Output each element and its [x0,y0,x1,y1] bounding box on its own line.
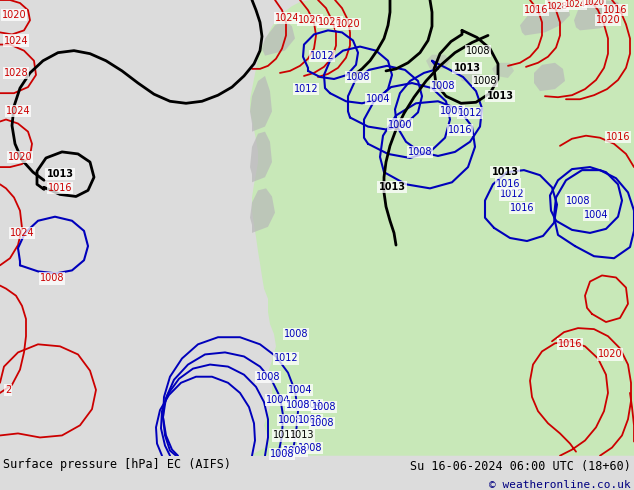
Text: 1016: 1016 [524,5,548,15]
Polygon shape [262,20,295,56]
Text: 1020: 1020 [596,15,620,25]
Text: 1008: 1008 [466,46,490,56]
Text: © weatheronline.co.uk: © weatheronline.co.uk [489,480,631,490]
Text: 1013: 1013 [491,167,519,177]
Polygon shape [574,0,622,30]
Polygon shape [458,67,480,83]
Text: 1008: 1008 [312,402,336,412]
Text: 1000: 1000 [388,120,412,129]
Text: 1004: 1004 [366,94,391,104]
Text: 1016: 1016 [448,124,472,135]
Text: 1013: 1013 [273,430,297,441]
Text: 1012: 1012 [294,84,318,94]
Text: 1008: 1008 [284,329,308,339]
Polygon shape [250,188,275,233]
Polygon shape [250,76,272,132]
Text: 1008: 1008 [430,81,455,91]
Text: 1012: 1012 [309,50,334,61]
Text: 1008: 1008 [298,415,322,425]
Text: 1012: 1012 [500,190,524,199]
Text: 1008: 1008 [566,196,590,205]
Text: 2: 2 [5,385,11,395]
Text: 1008: 1008 [286,400,310,410]
Polygon shape [250,0,634,456]
Text: 1016: 1016 [558,339,582,349]
Text: 1024: 1024 [6,106,30,117]
Text: 1008: 1008 [473,76,497,86]
Text: 1012: 1012 [274,353,299,364]
Text: 1008: 1008 [440,106,464,117]
Text: 1016: 1016 [496,179,521,189]
Text: 1004: 1004 [584,210,608,220]
Text: 1008: 1008 [40,273,64,284]
Text: Su 16-06-2024 06:00 UTC (18+60): Su 16-06-2024 06:00 UTC (18+60) [410,460,631,473]
Text: 1004: 1004 [266,395,290,405]
Text: 1008: 1008 [278,415,302,425]
Text: 1016: 1016 [510,202,534,213]
Text: Surface pressure [hPa] EC (AIFS): Surface pressure [hPa] EC (AIFS) [3,458,231,471]
Text: 1028: 1028 [4,68,29,78]
Text: 1020: 1020 [598,349,623,360]
Text: 1020: 1020 [298,15,322,25]
Text: 1008: 1008 [283,445,307,456]
Polygon shape [534,63,565,91]
Text: 1020: 1020 [318,17,342,27]
Text: 1013: 1013 [486,91,514,101]
Polygon shape [492,63,514,78]
Text: 1012: 1012 [458,108,482,119]
Polygon shape [250,132,272,182]
Text: 1004: 1004 [298,400,322,410]
Text: 1016: 1016 [48,183,72,194]
Text: 1008: 1008 [346,72,370,82]
Text: 1020: 1020 [335,19,360,29]
Text: 1008: 1008 [256,372,280,382]
Text: 1013: 1013 [290,430,314,441]
Text: 1008: 1008 [310,418,334,428]
Text: 1024: 1024 [10,228,34,238]
Text: 1004: 1004 [288,385,313,395]
Text: 1013: 1013 [378,182,406,193]
Text: 1020: 1020 [583,0,604,6]
Text: 1028: 1028 [547,1,567,11]
Text: 1016: 1016 [605,132,630,142]
Text: 1013: 1013 [453,63,481,73]
Text: 1008: 1008 [408,147,432,157]
Polygon shape [426,55,450,69]
Text: 1024: 1024 [4,35,29,46]
Text: 1008: 1008 [298,442,322,453]
Text: 1020: 1020 [2,10,27,20]
Text: 1024: 1024 [564,0,586,8]
Polygon shape [520,2,570,35]
Text: 1008: 1008 [269,449,294,459]
Text: 1016: 1016 [603,5,627,15]
Text: 1013: 1013 [46,169,74,179]
Text: 1024: 1024 [275,13,299,23]
Text: 1020: 1020 [8,152,32,162]
